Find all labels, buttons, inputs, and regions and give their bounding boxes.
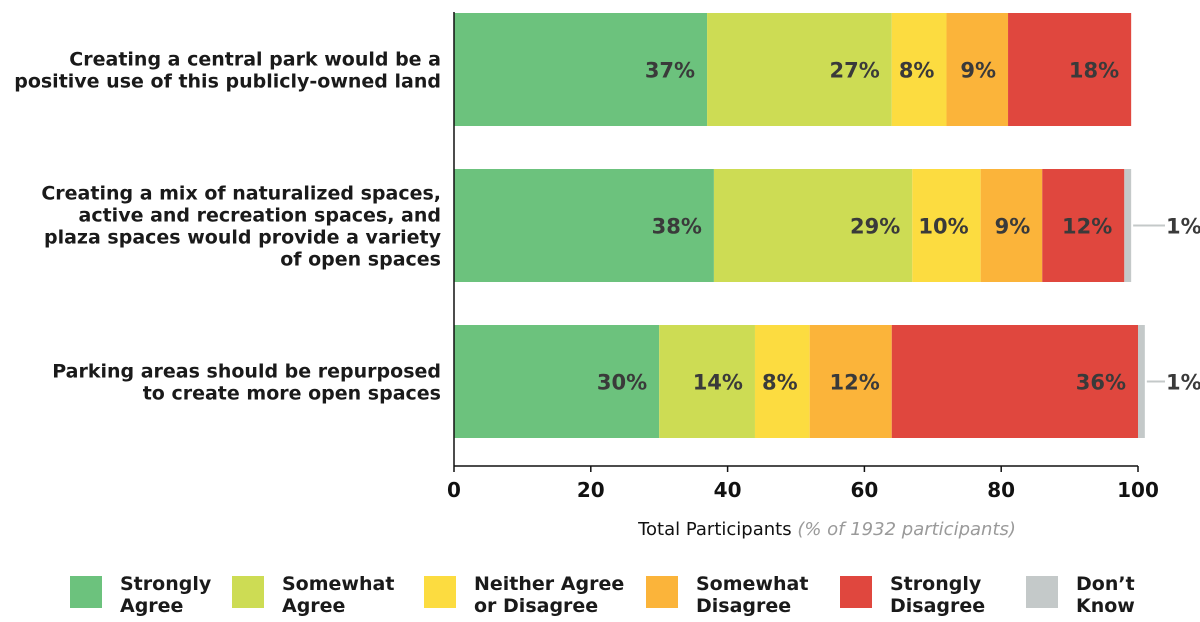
bar-segment — [454, 325, 660, 438]
legend-swatch — [70, 576, 102, 608]
legend-swatch — [1026, 576, 1058, 608]
data-label: 30% — [597, 371, 647, 395]
legend-label: Strongly Agree — [120, 573, 212, 617]
bar-segment — [659, 325, 755, 438]
bar-segment — [713, 169, 913, 282]
bar-segment — [454, 13, 708, 126]
bar-segment — [809, 325, 892, 438]
data-label: 18% — [1069, 59, 1119, 83]
labels-layer: Creating a central park would be a positi… — [14, 49, 1200, 405]
data-label: 12% — [1062, 215, 1112, 239]
x-tick-label: 60 — [850, 478, 878, 502]
data-label: 8% — [899, 59, 935, 83]
legend-label: Strongly Disagree — [890, 573, 985, 617]
category-label: Creating a central park would be a positi… — [14, 49, 441, 93]
legend-swatch — [840, 576, 872, 608]
bar-segment — [1042, 169, 1125, 282]
data-label: 12% — [829, 371, 879, 395]
data-label: 9% — [960, 59, 996, 83]
legend-label: Somewhat Disagree — [696, 573, 808, 617]
data-label: 27% — [829, 59, 879, 83]
data-label: 14% — [693, 371, 743, 395]
data-label: 36% — [1076, 371, 1126, 395]
x-axis-title: Total Participants (% of 1932 participan… — [637, 519, 1016, 540]
bar-segment — [980, 169, 1043, 282]
x-axis: 0 20 40 60 80 100 Total Participants (% of 193… — [447, 12, 1159, 540]
callout-label: 1% — [1166, 371, 1200, 395]
data-label: 8% — [762, 371, 798, 395]
bar-segment — [1138, 325, 1145, 438]
category-label: Creating a mix of naturalized spaces, act… — [41, 183, 441, 271]
x-tick-label: 0 — [447, 478, 461, 502]
callout-label: 1% — [1166, 215, 1200, 239]
bar-segment — [946, 13, 1009, 126]
legend-swatch — [646, 576, 678, 608]
data-label: 10% — [918, 215, 968, 239]
legend-label: Don’t Know — [1076, 573, 1135, 617]
legend-swatch — [232, 576, 264, 608]
data-label: 29% — [850, 215, 900, 239]
bar-segment — [891, 13, 947, 126]
bar-segment — [912, 169, 981, 282]
legend-label: Somewhat Agree — [282, 573, 394, 617]
data-label: 38% — [652, 215, 702, 239]
bar-segment — [454, 169, 714, 282]
data-label: 9% — [995, 215, 1031, 239]
bar-segment — [707, 13, 892, 126]
bar-segment — [1124, 169, 1132, 282]
bars-layer — [454, 13, 1145, 438]
x-tick-label: 40 — [714, 478, 742, 502]
data-label: 37% — [645, 59, 695, 83]
x-tick-label: 20 — [577, 478, 605, 502]
x-tick-label: 100 — [1117, 478, 1159, 502]
legend: Strongly Agree Somewhat Agree Neither Agree o… — [70, 573, 1135, 617]
bar-segment — [891, 325, 1138, 438]
legend-swatch — [424, 576, 456, 608]
bar-segment — [754, 325, 810, 438]
bar-segment — [1008, 13, 1132, 126]
legend-label: Neither Agree or Disagree — [474, 573, 624, 617]
x-tick-label: 80 — [987, 478, 1015, 502]
category-label: Parking areas should be repurposed to cre… — [52, 361, 441, 405]
